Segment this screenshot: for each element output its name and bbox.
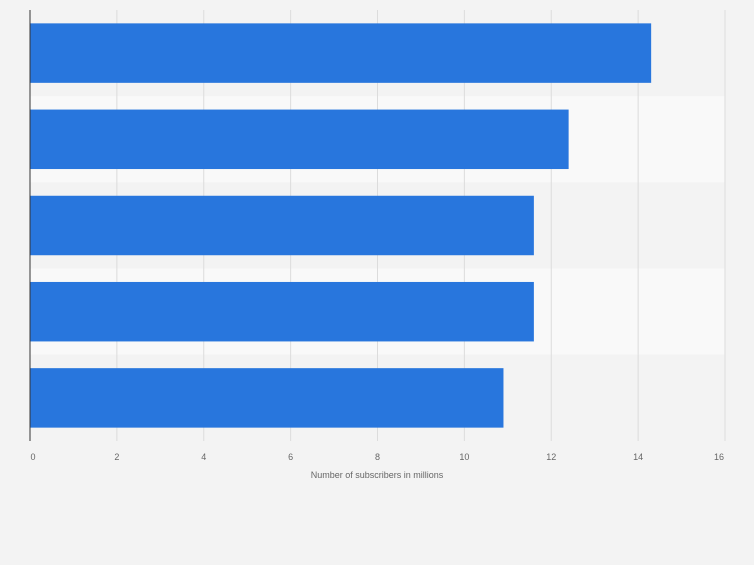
bar[interactable] (30, 281, 534, 342)
bars-group (30, 23, 652, 428)
x-tick-label: 10 (459, 452, 469, 462)
x-tick-label: 14 (633, 452, 643, 462)
x-tick-label: 8 (375, 452, 380, 462)
bar[interactable] (30, 368, 504, 428)
bar[interactable] (30, 195, 534, 256)
x-tick-label: 6 (288, 452, 293, 462)
x-tick-label: 12 (546, 452, 556, 462)
x-tick-label: 2 (114, 452, 119, 462)
x-tick-label: 0 (30, 452, 35, 462)
x-tick-label: 4 (201, 452, 206, 462)
x-axis-tick-labels: 0 2 4 6 8 10 12 14 16 (30, 452, 724, 462)
bar[interactable] (30, 109, 569, 170)
bar[interactable] (30, 23, 652, 83)
x-tick-label: 16 (714, 452, 724, 462)
x-axis-title: Number of subscribers in millions (311, 470, 444, 480)
